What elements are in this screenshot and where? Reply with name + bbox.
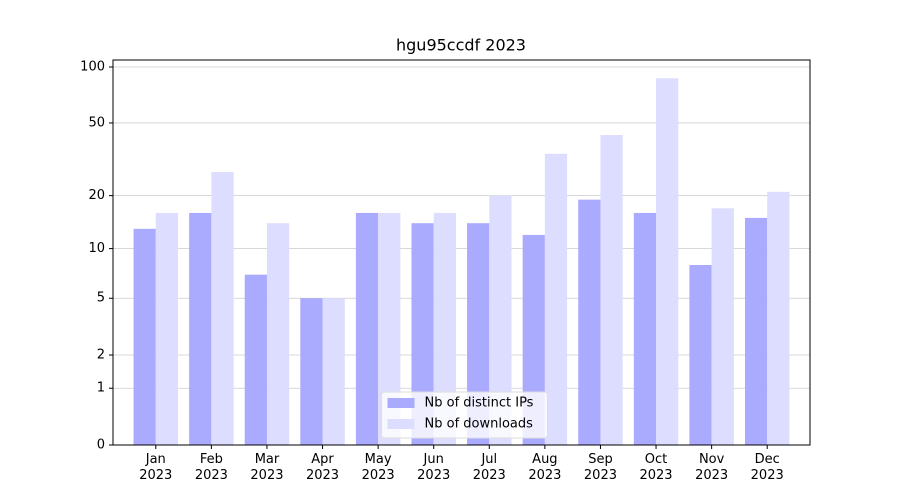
- legend-swatch: [387, 398, 415, 408]
- y-tick-label: 50: [88, 115, 105, 130]
- bar: [578, 199, 601, 445]
- bar: [689, 265, 712, 445]
- bar: [633, 212, 657, 445]
- legend-label: Nb of downloads: [425, 417, 534, 432]
- x-tick-label: Jun 2023: [417, 452, 451, 483]
- y-tick-label: 10: [88, 241, 105, 256]
- bar: [266, 223, 290, 445]
- legend: Nb of distinct IPs Nb of downloads: [381, 391, 548, 439]
- bar: [322, 298, 345, 445]
- y-tick-label: 20: [88, 188, 105, 203]
- bar: [600, 135, 623, 446]
- bar: [244, 274, 267, 445]
- x-tick-label: Sep 2023: [583, 452, 617, 483]
- x-tick-label: Jan 2023: [139, 452, 173, 483]
- bar: [411, 223, 434, 445]
- x-tick-label: Feb 2023: [194, 452, 228, 483]
- bar: [544, 153, 568, 445]
- y-tick-label: 0: [97, 438, 105, 453]
- legend-label: Nb of distinct IPs: [425, 396, 534, 411]
- chart-title: hgu95ccdf 2023: [396, 36, 526, 55]
- y-tick-label: 100: [80, 59, 105, 74]
- bar: [433, 212, 456, 445]
- x-tick-label: Dec 2023: [750, 452, 784, 483]
- bar: [489, 195, 512, 445]
- x-tick-label: Jul 2023: [472, 452, 506, 483]
- bar: [133, 228, 156, 445]
- y-tick-label: 2: [97, 348, 105, 363]
- bar: [378, 212, 401, 445]
- bar: [656, 78, 679, 445]
- legend-swatch: [387, 419, 415, 429]
- y-tick-label: 5: [97, 291, 105, 306]
- bar: [711, 208, 734, 445]
- x-tick-label: Apr 2023: [305, 452, 340, 483]
- x-tick-label: May 2023: [361, 452, 395, 483]
- axes-frame: [112, 59, 811, 446]
- x-tick-label: Oct 2023: [639, 452, 673, 483]
- y-tick-label: 1: [97, 381, 105, 396]
- x-tick-label: Nov 2023: [695, 452, 729, 483]
- bar: [355, 212, 379, 445]
- x-tick-label: Aug 2023: [528, 452, 562, 483]
- bar: [189, 212, 212, 445]
- legend-box: [381, 391, 548, 439]
- bar: [211, 172, 234, 445]
- x-tick-label: Mar 2023: [250, 452, 284, 483]
- bar: [300, 298, 323, 445]
- bar: [744, 217, 768, 445]
- bar: [155, 212, 179, 445]
- bar: [467, 223, 490, 445]
- bar: [767, 191, 790, 445]
